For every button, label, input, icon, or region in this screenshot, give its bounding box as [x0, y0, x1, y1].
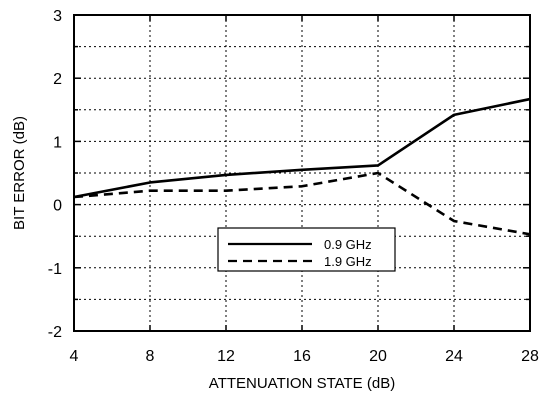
y-tick-label-1: 1: [53, 134, 62, 151]
y-tick-label--2: -2: [48, 324, 62, 341]
series-lines: [73, 97, 531, 236]
x-tick-label-20: 20: [369, 348, 387, 365]
y-tick-label-3: 3: [53, 8, 62, 25]
y-tick-label-0: 0: [53, 198, 62, 215]
y-tick-label-2: 2: [53, 71, 62, 88]
series-line-1-9-ghz: [73, 171, 531, 236]
legend: 0.9 GHz 1.9 GHz: [217, 227, 396, 272]
legend-label-1.9ghz: 1.9 GHz: [324, 254, 372, 269]
plot-frame: [73, 14, 531, 332]
legend-label-0.9ghz: 0.9 GHz: [324, 237, 372, 252]
grid-lines: [74, 15, 530, 331]
series-line-0-9-ghz: [73, 97, 531, 199]
x-tick-label-8: 8: [146, 348, 155, 365]
axis-ticks: [73, 14, 531, 332]
legend-box: [217, 227, 396, 272]
x-tick-label-24: 24: [445, 348, 463, 365]
y-axis-title: BIT ERROR (dB): [11, 116, 28, 230]
x-axis-title: ATTENUATION STATE (dB): [209, 375, 395, 392]
x-tick-label-16: 16: [293, 348, 311, 365]
x-tick-label-28: 28: [521, 348, 539, 365]
x-tick-label-4: 4: [70, 348, 79, 365]
y-tick-label--1: -1: [48, 261, 62, 278]
x-tick-label-12: 12: [217, 348, 235, 365]
